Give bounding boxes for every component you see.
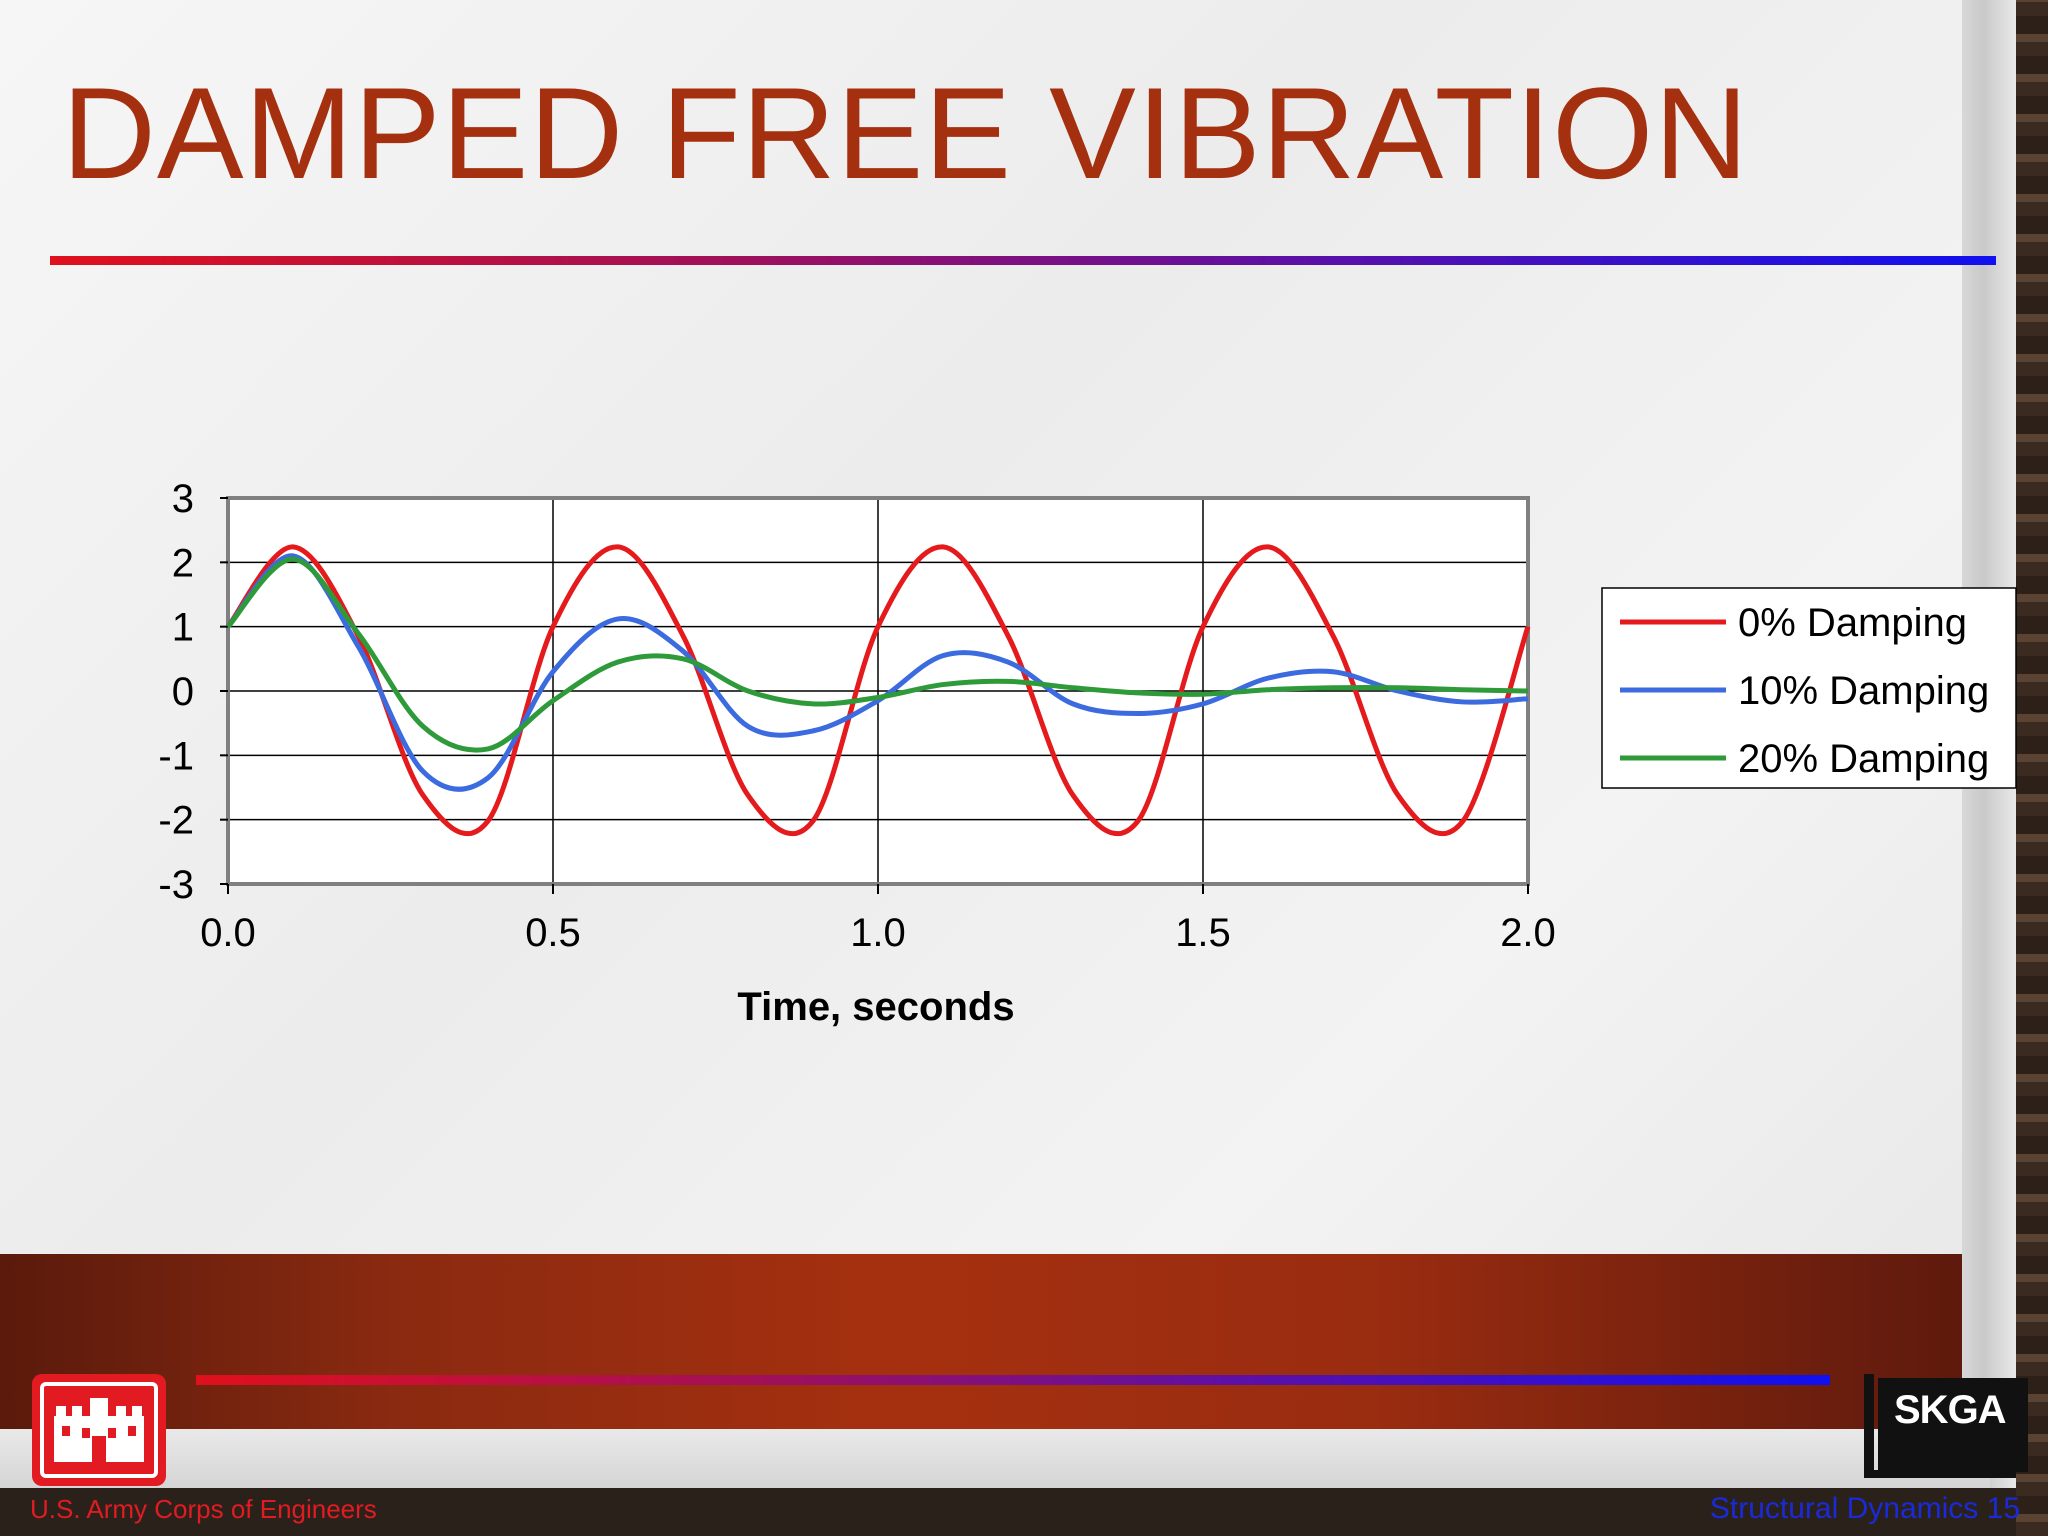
- y-tick-label: -3: [158, 863, 194, 907]
- damping-chart: 3 2 1 0 -1 -2 -30.0 0.5 1.0 1.5 2.0 Time, seconds Di…: [89, 477, 2017, 1029]
- y-tick-label: -2: [158, 799, 194, 843]
- skga-logo: SKGA: [1864, 1374, 2028, 1478]
- legend-label: 10% Damping: [1738, 669, 1989, 713]
- y-tick-label: 1: [172, 606, 194, 650]
- x-tick-label: 1.5: [1175, 911, 1231, 955]
- x-tick-label: 0.5: [525, 911, 581, 955]
- footer-organization: U.S. Army Corps of Engineers: [30, 1494, 377, 1524]
- footer-page-label: Structural Dynamics 15: [1709, 1492, 2020, 1525]
- y-tick-label: -1: [158, 734, 194, 778]
- series-line-2: [226, 553, 1529, 792]
- y-tick-label: 2: [172, 541, 194, 585]
- x-tick-label: 0.0: [200, 911, 256, 955]
- x-axis-label: Time, seconds: [737, 985, 1014, 1029]
- skga-logo-text: SKGA: [1894, 1388, 2007, 1432]
- footer-strip: [0, 1429, 1990, 1488]
- title-divider: [50, 256, 1996, 265]
- footer-divider: [196, 1375, 1830, 1385]
- legend-label: 0% Damping: [1738, 601, 1967, 645]
- series-line-3: [226, 556, 1529, 753]
- x-tick-label: 1.0: [850, 911, 906, 955]
- y-axis-label: Displacement, inches: [89, 497, 133, 906]
- slide-title: DAMPED FREE VIBRATION: [62, 60, 1750, 206]
- castle-logo-icon: [32, 1374, 166, 1486]
- legend-label: 20% Damping: [1738, 737, 1989, 781]
- y-tick-label: 0: [172, 670, 194, 714]
- series-line-1: [225, 544, 1531, 836]
- x-tick-label: 2.0: [1500, 911, 1556, 955]
- brick-border-right: [2016, 0, 2048, 1536]
- y-tick-label: 3: [172, 477, 194, 521]
- footer-band: [0, 1254, 1962, 1429]
